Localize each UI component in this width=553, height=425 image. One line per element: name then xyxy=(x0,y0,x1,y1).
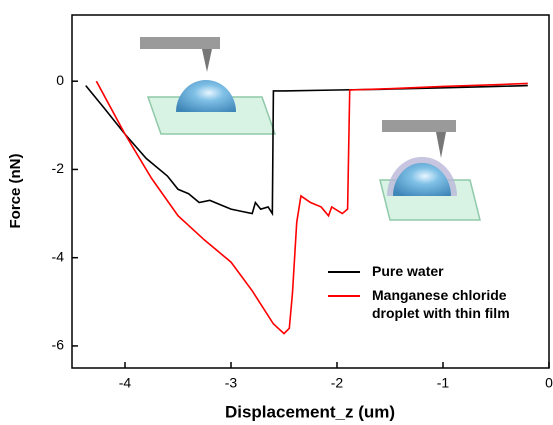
x-tick-label: -1 xyxy=(437,375,450,391)
page: Force (nN) Displacement_z (um) -4 -3 -2 -1 0… xyxy=(0,0,553,425)
legend: Pure water Manganese chloride droplet wi… xyxy=(310,262,552,322)
legend-label: Manganese chloride droplet with thin fil… xyxy=(372,287,510,321)
legend-item: Manganese chloride droplet with thin fil… xyxy=(310,286,552,322)
inset-pure-water xyxy=(140,37,275,134)
legend-swatch xyxy=(328,271,360,273)
legend-swatch xyxy=(328,295,360,297)
legend-label: Pure water xyxy=(372,263,444,279)
inset-thin-film xyxy=(380,120,480,220)
y-tick-label: -4 xyxy=(52,248,65,264)
y-axis-label: Force (nN) xyxy=(7,153,24,228)
y-tick-label: -2 xyxy=(52,160,65,176)
y-tick-label: -6 xyxy=(52,337,65,353)
x-tick-label: 0 xyxy=(545,375,553,391)
x-tick-label: -4 xyxy=(119,375,132,391)
y-tick-label: 0 xyxy=(56,72,64,88)
x-tick-label: -2 xyxy=(331,375,344,391)
x-tick-label: -3 xyxy=(225,375,238,391)
legend-item: Pure water xyxy=(310,262,552,280)
x-axis-label: Displacement_z (um) xyxy=(225,402,395,421)
chart: Force (nN) Displacement_z (um) -4 -3 -2 -1 0… xyxy=(0,0,553,425)
